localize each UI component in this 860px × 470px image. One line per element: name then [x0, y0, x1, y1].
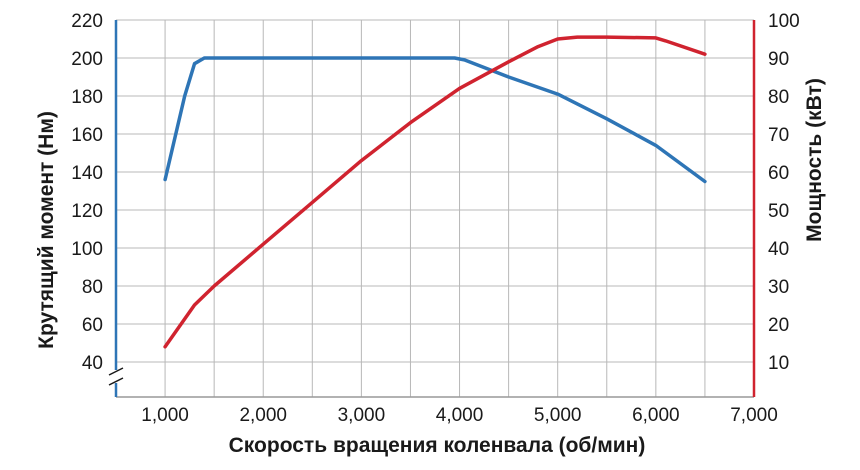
x-tick-label: 2,000: [239, 405, 287, 426]
x-tick-label: 7,000: [730, 405, 778, 426]
tick-labels: 40 60 80 100 120 140 160 180 200 220 10 20 30 40 50 60 7…: [71, 11, 799, 426]
x-axis-title: Скорость вращения коленвала (об/мин): [229, 434, 646, 457]
y-left-tick-label: 60: [82, 315, 103, 336]
y-right-tick-label: 50: [768, 201, 789, 222]
y-left-tick-label: 80: [82, 277, 103, 298]
y-right-tick-label: 20: [768, 315, 789, 336]
y-left-tick-label: 100: [71, 239, 103, 260]
y-left-tick-label: 40: [82, 353, 103, 374]
y-left-tick-label: 120: [71, 201, 103, 222]
y-right-tick-label: 90: [768, 49, 789, 70]
x-tick-label: 3,000: [338, 405, 386, 426]
series: [163, 35, 707, 349]
y-left-tick-label: 140: [71, 163, 103, 184]
x-tick-label: 1,000: [141, 405, 189, 426]
grid: [116, 19, 754, 397]
y-right-tick-label: 10: [768, 353, 789, 374]
x-tick-label: 4,000: [436, 405, 484, 426]
y-right-tick-label: 80: [768, 87, 789, 108]
axis-break-mark: [108, 367, 124, 376]
y-left-tick-label: 160: [71, 125, 103, 146]
x-tick-label: 5,000: [534, 405, 582, 426]
axes: [108, 20, 756, 398]
y-left-tick-label: 180: [71, 87, 103, 108]
power-series-line: [163, 35, 707, 349]
y-right-tick-label: 40: [768, 239, 789, 260]
y-axis-right-title: Мощность (кВт): [803, 78, 826, 242]
y-left-tick-label: 220: [71, 11, 103, 32]
y-right-tick-label: 70: [768, 125, 789, 146]
x-tick-label: 6,000: [632, 405, 680, 426]
torque-series-line: [163, 56, 707, 184]
y-axis-left-title: Крутящий момент (Нм): [35, 111, 58, 349]
y-right-tick-label: 30: [768, 277, 789, 298]
y-right-tick-label: 100: [768, 11, 800, 32]
axis-break-mark: [108, 377, 124, 386]
y-right-tick-label: 60: [768, 163, 789, 184]
y-left-tick-label: 200: [71, 49, 103, 70]
